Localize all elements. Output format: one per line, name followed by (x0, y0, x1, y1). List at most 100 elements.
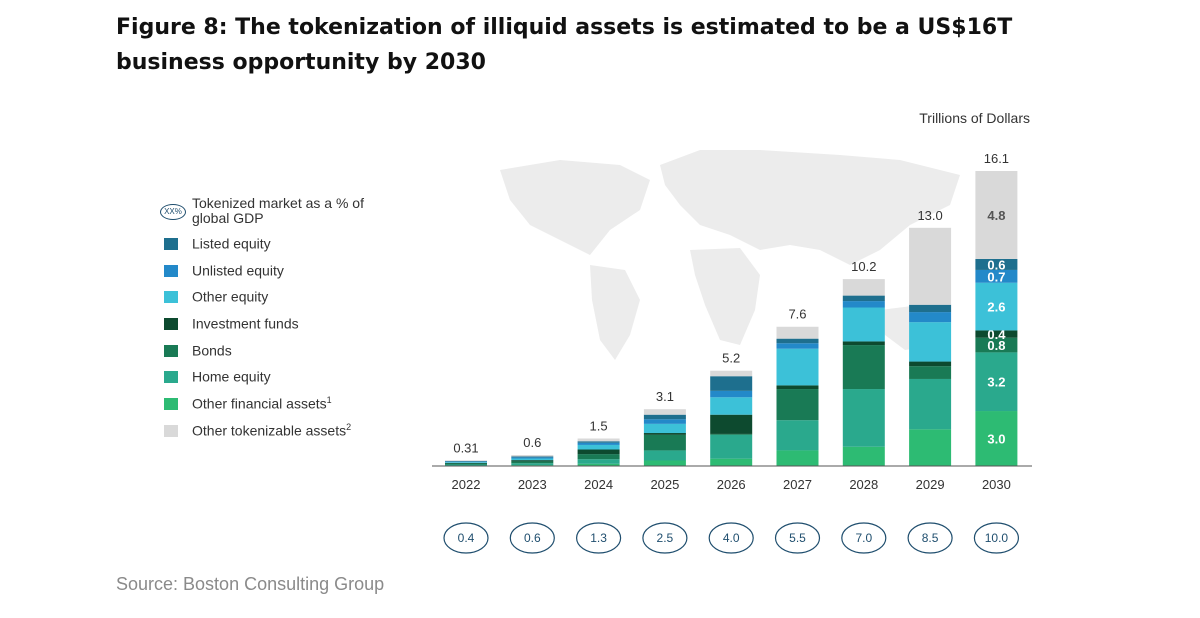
bar-segment (643, 434, 686, 451)
gdp-value-label: 8.5 (922, 531, 939, 545)
bar-segment (445, 460, 487, 462)
bar-segment (643, 460, 686, 466)
legend-item: Other tokenizable assets2 (160, 417, 400, 444)
x-axis-labels: 2022 2023 2024 2025 2026 2027 2028 2029 2030 (452, 477, 1011, 492)
gdp-oval-icon: XX% (160, 204, 186, 220)
bar-segment (776, 420, 819, 451)
total-value-label: 5.2 (722, 351, 740, 366)
bar-segment (842, 279, 885, 296)
gdp-oval (642, 522, 688, 554)
bar-segment (909, 227, 952, 305)
legend-label: Other financial assets1 (192, 395, 332, 412)
chart-title: Figure 8: The tokenization of illiquid a… (116, 15, 1013, 75)
segment-value-label: 0.8 (987, 338, 1005, 353)
total-value-label: 7.6 (788, 307, 806, 322)
total-value-label: 0.31 (453, 440, 478, 455)
bar-segment (577, 442, 620, 445)
world-map-background (500, 150, 960, 360)
bar-segment (577, 459, 620, 464)
segment-value-label: 0.7 (987, 269, 1005, 284)
legend-label: Other equity (192, 289, 269, 306)
legend-item: Other financial assets1 (160, 390, 400, 417)
bar-segment (511, 461, 554, 464)
segment-value-label: 3.2 (987, 375, 1005, 390)
x-tick-label: 2022 (452, 477, 481, 492)
total-value-label: 1.5 (590, 419, 608, 434)
legend-label: Listed equity (192, 235, 271, 252)
bar-segment (445, 461, 487, 462)
legend-label: Investment funds (192, 315, 299, 332)
bar-segment (909, 361, 952, 367)
bar-segment (710, 434, 753, 459)
bar-segment (909, 304, 952, 313)
bar-segment (776, 385, 819, 390)
legend-swatch (164, 344, 178, 357)
bar-segment (445, 464, 487, 466)
gdp-oval (509, 522, 555, 554)
gdp-value-label: 0.4 (458, 531, 475, 545)
bar-segment (975, 282, 1018, 331)
legend-swatch (164, 371, 178, 384)
gdp-value-label: 1.3 (590, 531, 607, 545)
gdp-value-label: 0.6 (524, 531, 541, 545)
legend-label: Unlisted equity (192, 262, 284, 279)
gdp-oval (973, 522, 1020, 554)
bar-segment (909, 429, 952, 466)
segment-value-label: 2.6 (987, 300, 1005, 315)
bar-segment (975, 330, 1018, 338)
segment-value-label: 0.6 (987, 257, 1005, 272)
gdp-value-label: 5.5 (789, 531, 806, 545)
segment-value-label: 0.4 (987, 327, 1006, 342)
bar-segment (842, 295, 885, 302)
bar-segment (975, 171, 1018, 259)
bar-segment (975, 352, 1018, 412)
legend-item: Bonds (160, 337, 400, 364)
bar-segment (776, 348, 819, 386)
bar-segment (511, 458, 554, 461)
total-value-label: 13.0 (917, 208, 942, 223)
bar-segment (975, 269, 1018, 283)
gdp-value-label: 2.5 (657, 531, 674, 545)
x-tick-label: 2030 (982, 477, 1011, 492)
bar-segment (643, 409, 686, 415)
bar-segment (909, 312, 952, 323)
gdp-value-label: 10.0 (985, 531, 1009, 545)
bar-segment (511, 463, 554, 466)
bar-segment (577, 438, 620, 442)
bar-segment (511, 460, 554, 462)
bar-segment (710, 390, 753, 398)
bar-segment (643, 414, 686, 420)
bar-segment (710, 458, 753, 466)
gdp-oval (774, 522, 821, 554)
segment-value-label: 4.8 (987, 208, 1005, 223)
bar-segment (710, 370, 753, 377)
bar-segment (643, 419, 686, 424)
legend-gdp: XX% Tokenized market as a % of global GD… (160, 196, 400, 230)
bar-segment (511, 456, 554, 458)
x-tick-label: 2026 (717, 477, 746, 492)
unit-label: Trillions of Dollars (919, 110, 1030, 126)
legend-item: Other equity (160, 283, 400, 310)
legend-label: Bonds (192, 342, 232, 359)
x-tick-label: 2023 (518, 477, 547, 492)
total-value-label: 3.1 (656, 389, 674, 404)
source-note: Source: Boston Consulting Group (116, 574, 385, 594)
bar-segment (909, 322, 952, 362)
bar-segment (445, 462, 487, 464)
bars: 0.31 0.6 1.5 3.1 5.2 7.6 10.2 13.0 3.0 3.2 0.80.4 2… (445, 151, 1018, 467)
bar-segment (975, 258, 1018, 270)
bar-segment (776, 389, 819, 421)
x-tick-label: 2029 (916, 477, 945, 492)
gdp-ovals: 0.4 0.6 1.3 2.5 4.0 5.5 7.0 8.5 10.0 (443, 522, 1020, 554)
legend-gdp-label: Tokenized market as a % of global GDP (192, 195, 364, 226)
bar-segment (975, 337, 1018, 353)
gdp-oval (708, 522, 754, 554)
segment-value-label: 3.0 (987, 432, 1005, 447)
total-value-label: 10.2 (851, 259, 876, 274)
legend-swatch (164, 398, 178, 411)
legend-item: Unlisted equity (160, 257, 400, 284)
legend-item: Home equity (160, 363, 400, 390)
total-value-label: 0.6 (523, 435, 541, 450)
bar-segment (643, 433, 686, 435)
gdp-oval (841, 522, 887, 554)
